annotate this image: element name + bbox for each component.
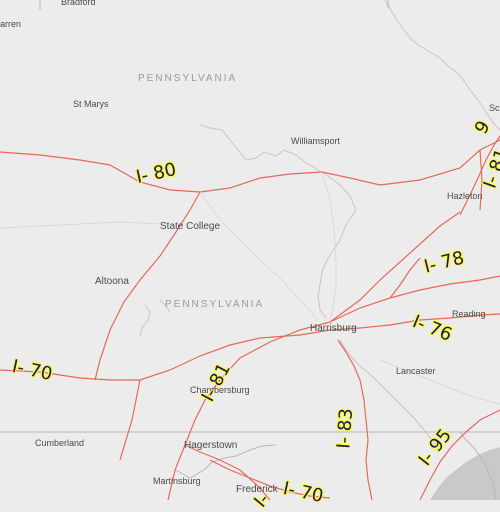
city-label-harrisburg: Harrisburg bbox=[310, 323, 357, 334]
city-label-altoona: Altoona bbox=[95, 276, 129, 287]
city-label-scranton: Sc bbox=[489, 103, 500, 113]
city-label-reading: Reading bbox=[452, 309, 486, 319]
city-label-williamsport: Williamsport bbox=[291, 136, 341, 146]
secondary-roads bbox=[0, 171, 500, 405]
city-label-hagerstown: Hagerstown bbox=[184, 440, 238, 451]
state-label-pennsylvania-central: PENNSYLVANIA bbox=[165, 299, 265, 310]
city-label-st-marys: St Marys bbox=[73, 99, 109, 109]
city-label-frederick: Frederick bbox=[236, 484, 278, 495]
city-label-martinsburg: Martinsburg bbox=[153, 476, 201, 486]
interstate-roads bbox=[0, 135, 500, 500]
city-label-warren: arren bbox=[0, 19, 22, 29]
city-label-hazleton: Hazleton bbox=[447, 191, 483, 201]
interstate-label-i83: I- 83 bbox=[333, 407, 358, 450]
city-label-lancaster: Lancaster bbox=[396, 366, 436, 376]
map-canvas[interactable] bbox=[0, 0, 500, 500]
city-label-bradford: Bradford bbox=[61, 0, 96, 7]
city-label-chambersburg: Chambersburg bbox=[190, 385, 250, 395]
state-label-pennsylvania-north: PENNSYLVANIA bbox=[138, 73, 238, 84]
state-boundaries bbox=[0, 0, 500, 500]
city-label-state-college: State College bbox=[160, 221, 221, 232]
city-label-cumberland: Cumberland bbox=[35, 438, 85, 448]
